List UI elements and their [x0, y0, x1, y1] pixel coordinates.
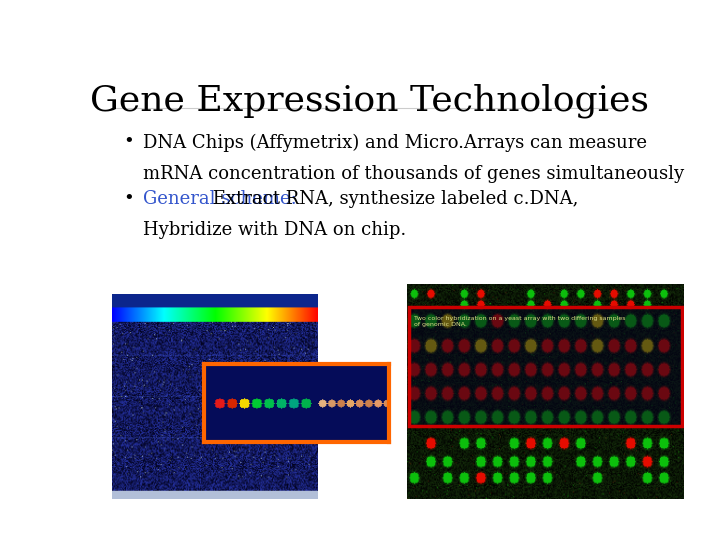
Text: Two color hybridization on a yeast array with two differing samples
of genomic D: Two color hybridization on a yeast array…	[414, 316, 626, 327]
Text: Hybridize with DNA on chip.: Hybridize with DNA on chip.	[143, 221, 406, 239]
Text: 2: 2	[617, 458, 626, 472]
Text: •: •	[124, 133, 134, 151]
Text: Gene Expression Technologies: Gene Expression Technologies	[89, 84, 649, 118]
Text: mRNA concentration of thousands of genes simultaneously: mRNA concentration of thousands of genes…	[143, 165, 684, 183]
Bar	[409, 307, 682, 426]
Text: DNA Chips (Affymetrix) and Micro.Arrays can measure: DNA Chips (Affymetrix) and Micro.Arrays …	[143, 133, 647, 152]
Text: General scheme:: General scheme:	[143, 190, 297, 207]
Bar	[409, 307, 682, 426]
Text: •: •	[124, 190, 134, 207]
Text: Mar 2002 (GG): Mar 2002 (GG)	[112, 458, 218, 472]
Text: Extract RNA, synthesize labeled c.DNA,: Extract RNA, synthesize labeled c.DNA,	[207, 190, 578, 207]
